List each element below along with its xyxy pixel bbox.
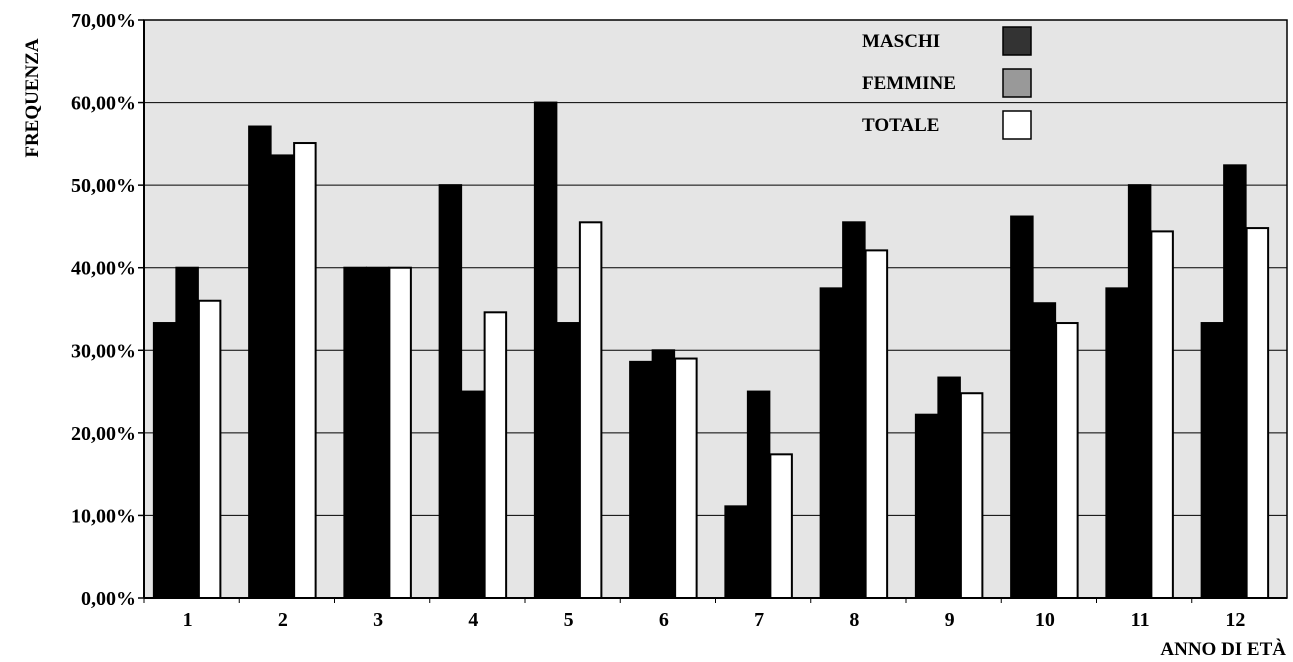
bar-totale-7 <box>769 453 793 599</box>
x-tick-labels: 1 2 3 4 5 6 7 8 9 10 11 12 <box>183 609 1246 631</box>
bar-maschi-10 <box>1010 215 1034 600</box>
y-tick-label: 20,00% <box>71 423 136 445</box>
bar-femmine-9 <box>937 376 961 599</box>
x-tick-label: 6 <box>659 609 669 631</box>
x-tick-label: 4 <box>468 609 478 631</box>
bar-femmine-1 <box>175 266 199 599</box>
bar-femmine-4 <box>461 390 485 600</box>
legend: MASCHI FEMMINE TOTALE <box>862 26 1032 140</box>
x-tick-label: 2 <box>278 609 288 631</box>
legend-swatch-totale <box>1002 110 1032 140</box>
bar-maschi-9 <box>914 413 939 600</box>
y-tick-label: 10,00% <box>71 505 136 527</box>
y-tick-label: 30,00% <box>71 340 136 362</box>
x-tick-label: 3 <box>373 609 383 631</box>
x-axis-title: ANNO DI ETÀ <box>1160 638 1286 660</box>
bar-femmine-12 <box>1223 164 1247 599</box>
y-tick-label: 60,00% <box>71 93 136 115</box>
x-tick-label: 7 <box>754 609 764 631</box>
x-tick-label: 11 <box>1131 609 1150 631</box>
bar-maschi-12 <box>1200 322 1225 599</box>
y-tick-label: 0,00% <box>81 588 136 610</box>
bar-totale-3 <box>388 266 412 599</box>
bar-maschi-3 <box>343 266 367 599</box>
legend-label-femmine: FEMMINE <box>862 73 956 94</box>
y-tick-label: 40,00% <box>71 258 136 280</box>
bar-totale-1 <box>197 299 222 599</box>
bar-totale-8 <box>864 249 889 599</box>
grid-lines <box>138 19 1287 599</box>
y-tick-label: 50,00% <box>71 175 136 197</box>
plot-area <box>143 19 1288 599</box>
bar-femmine-2 <box>270 154 295 599</box>
legend-swatch-maschi <box>1002 26 1032 56</box>
bar-totale-2 <box>293 142 317 599</box>
x-tick-label: 1 <box>183 609 193 631</box>
bar-maschi-1 <box>152 322 177 599</box>
bar-femmine-8 <box>842 221 866 600</box>
legend-label-totale: TOTALE <box>862 115 939 136</box>
bar-totale-4 <box>483 311 508 599</box>
legend-label-maschi: MASCHI <box>862 31 940 52</box>
bar-femmine-7 <box>746 390 771 600</box>
y-tick-labels: 0,00% 10,00% 20,00% 30,00% 40,00% 50,00% 60,00… <box>71 10 136 610</box>
bar-maschi-5 <box>533 101 558 599</box>
bar-totale-5 <box>578 221 603 600</box>
legend-swatch-femmine <box>1002 68 1032 98</box>
bar-totale-6 <box>674 357 698 599</box>
x-tick-label: 5 <box>564 609 574 631</box>
bar-femmine-10 <box>1032 302 1057 599</box>
bar-totale-9 <box>959 392 984 600</box>
x-tick-label: 12 <box>1225 609 1245 631</box>
bar-maschi-8 <box>819 287 844 599</box>
bar-maschi-2 <box>248 125 272 599</box>
y-axis-title: FREQUENZA <box>22 38 43 158</box>
bar-femmine-11 <box>1127 184 1152 599</box>
bar-maschi-11 <box>1105 287 1129 599</box>
x-tick-label: 8 <box>849 609 859 631</box>
axes <box>143 20 1287 603</box>
bar-femmine-6 <box>651 349 676 599</box>
bar-totale-11 <box>1150 230 1174 600</box>
bar-maschi-6 <box>629 360 653 599</box>
bar-femmine-5 <box>556 322 580 599</box>
bar-maschi-7 <box>724 505 748 599</box>
x-tick-label: 9 <box>945 609 955 631</box>
bar-femmine-3 <box>365 266 390 599</box>
bar-totale-12 <box>1245 227 1270 600</box>
x-tick-label: 10 <box>1035 609 1055 631</box>
y-tick-label: 70,00% <box>71 10 136 32</box>
bar-totale-10 <box>1055 322 1079 599</box>
bar-maschi-4 <box>438 184 463 599</box>
